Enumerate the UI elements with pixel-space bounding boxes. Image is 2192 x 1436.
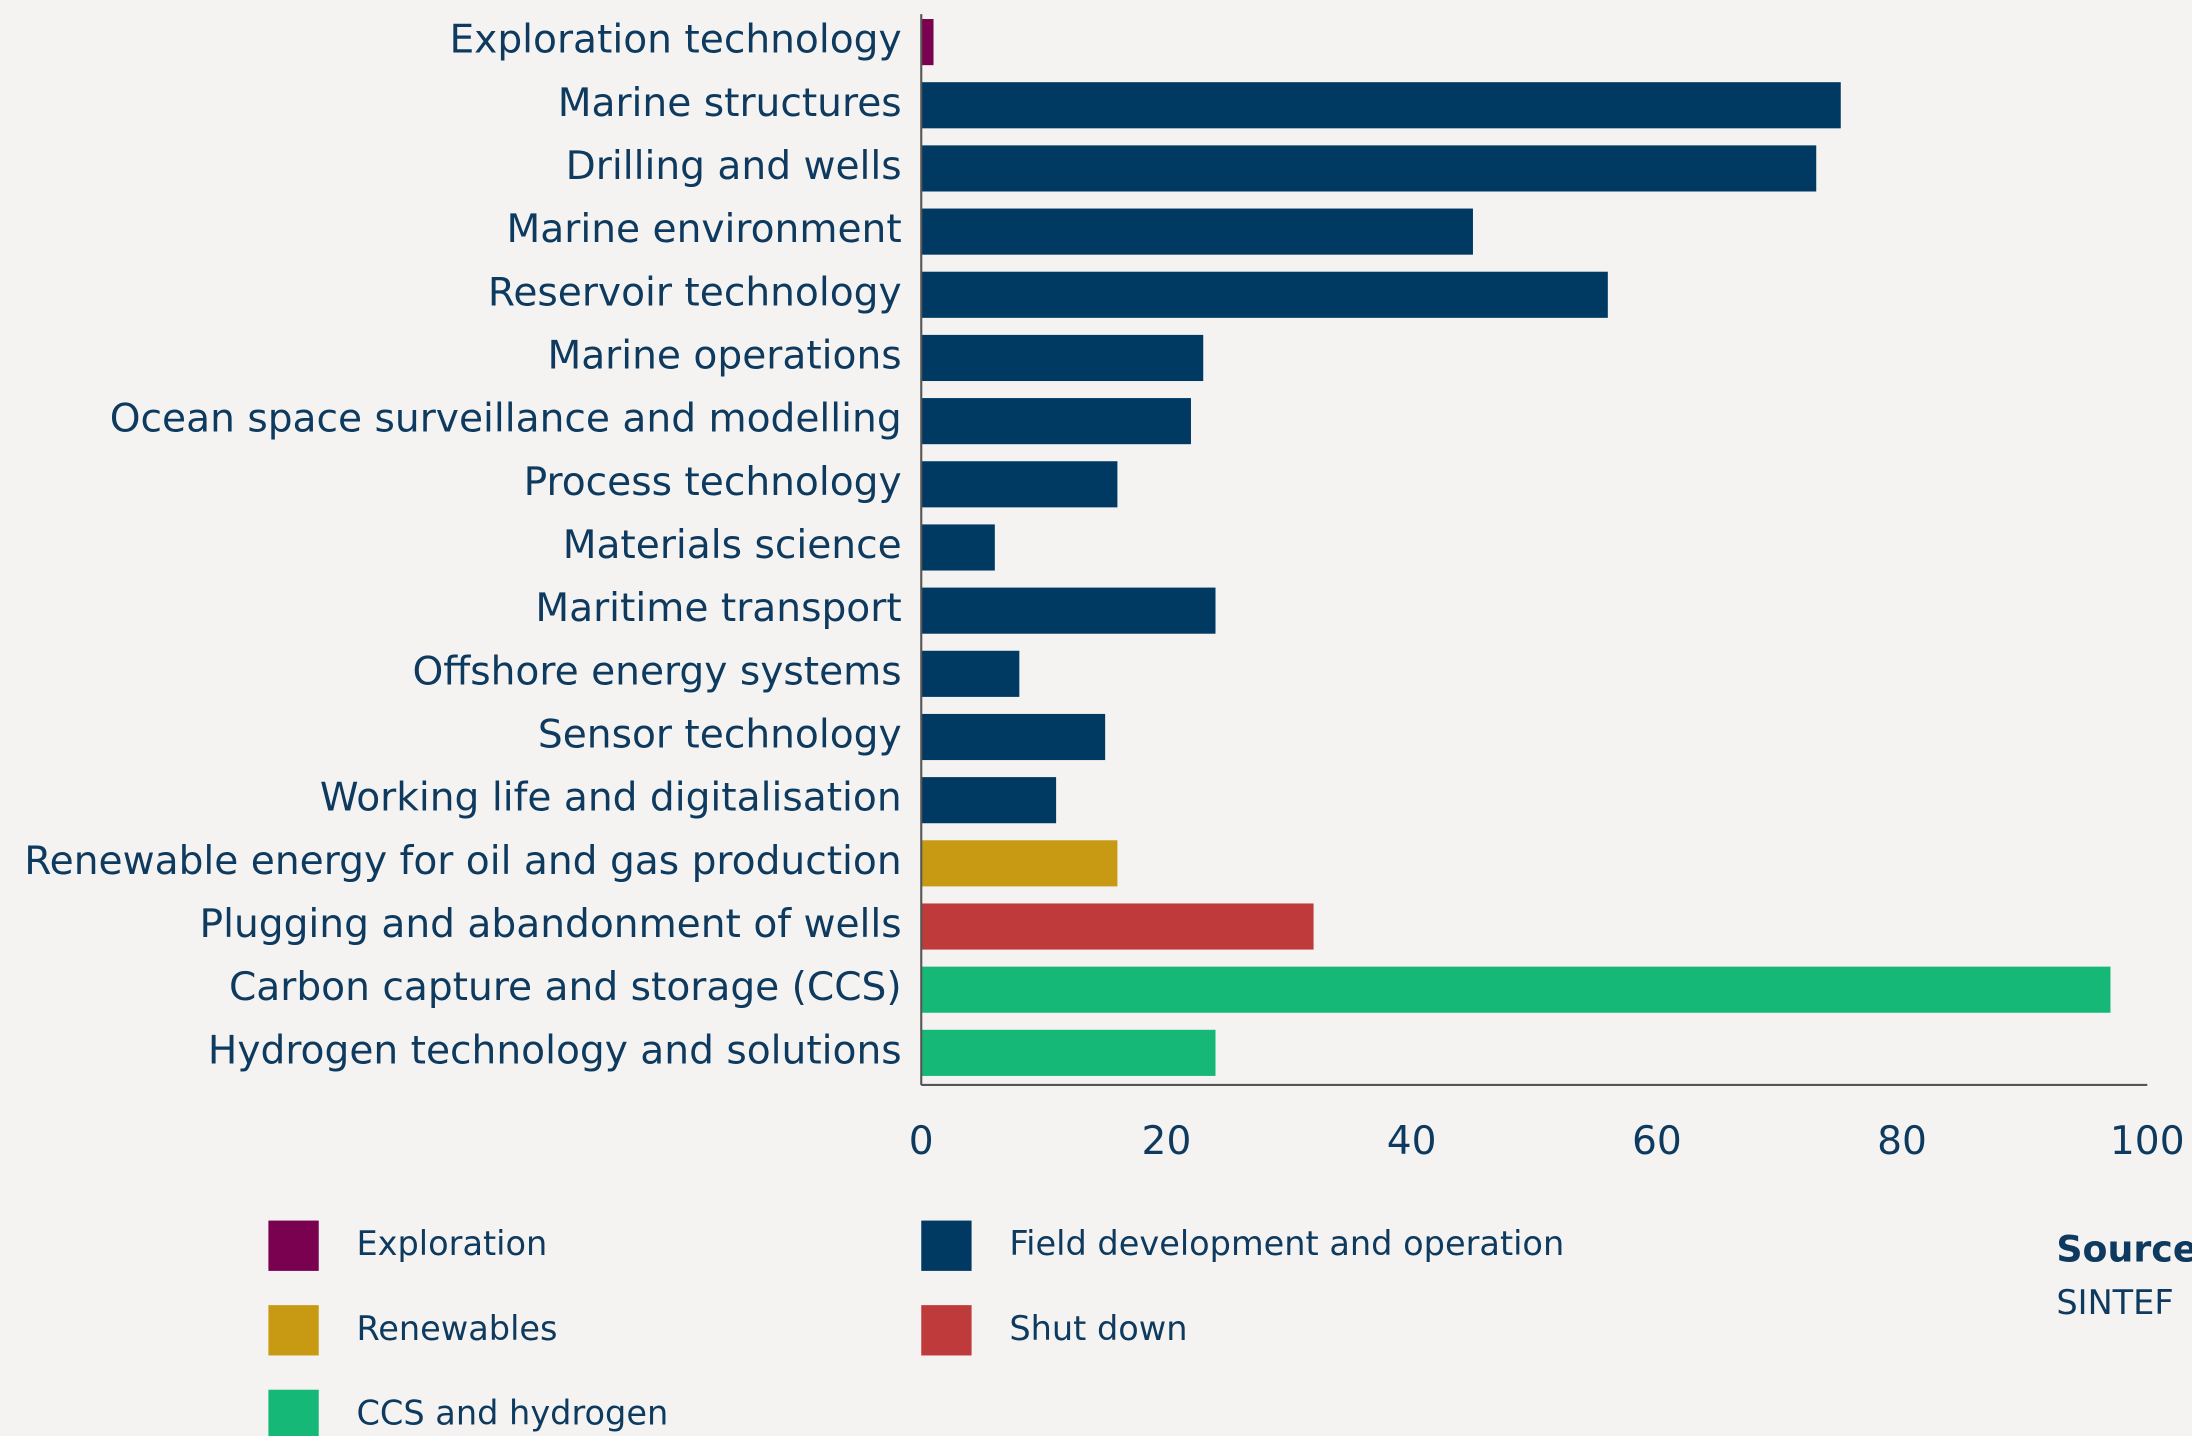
legend-label: Field development and operation	[1009, 1224, 1564, 1263]
legend-label: CCS and hydrogen	[356, 1393, 668, 1432]
x-tick-label: 80	[1877, 1119, 1927, 1164]
legend-swatch	[921, 1220, 972, 1271]
y-tick-label: Sensor technology	[538, 712, 902, 757]
x-tick-label: 60	[1632, 1119, 1682, 1164]
bar	[921, 1029, 1216, 1076]
legend-swatch	[268, 1389, 319, 1436]
legend-swatch	[268, 1220, 319, 1271]
y-tick-label: Process technology	[524, 460, 902, 505]
bar	[921, 271, 1608, 318]
bar	[921, 19, 934, 66]
x-tick-label: 40	[1387, 1119, 1437, 1164]
bar	[921, 82, 1841, 129]
bar	[921, 145, 1817, 192]
y-tick-label: Reservoir technology	[488, 270, 902, 315]
bar	[921, 524, 995, 571]
y-tick-label: Marine operations	[547, 333, 901, 378]
y-tick-label: Exploration technology	[449, 18, 901, 63]
y-tick-label: Drilling and wells	[566, 144, 902, 189]
bar	[921, 840, 1118, 887]
source-title: Source	[2056, 1227, 2192, 1270]
y-tick-label: Marine structures	[558, 81, 902, 126]
bar	[921, 334, 1204, 382]
bar	[921, 713, 1106, 761]
bar	[921, 461, 1118, 508]
legend-label: Exploration	[356, 1224, 547, 1263]
x-tick-label: 20	[1142, 1119, 1192, 1164]
bar	[921, 208, 1473, 255]
bar	[921, 903, 1314, 950]
bar	[921, 777, 1057, 824]
y-tick-label: Carbon capture and storage (CCS)	[229, 965, 902, 1010]
bar	[921, 398, 1191, 445]
y-tick-label: Maritime transport	[535, 586, 901, 631]
y-tick-label: Plugging and abandonment of wells	[200, 902, 902, 947]
y-tick-label: Marine environment	[507, 207, 902, 252]
bar	[921, 966, 2111, 1013]
y-tick-label: Renewable energy for oil and gas product…	[24, 839, 901, 884]
legend-swatch	[268, 1305, 319, 1356]
y-tick-label: Materials science	[563, 523, 902, 568]
bar	[921, 650, 1020, 697]
source: SINTEF	[2056, 1283, 2173, 1322]
legend-swatch	[921, 1305, 972, 1356]
bar	[921, 587, 1216, 634]
x-tick-label: 0	[909, 1119, 934, 1164]
x-tick-label: 100	[2110, 1119, 2185, 1164]
y-tick-label: Working life and digitalisation	[320, 776, 902, 821]
legend-label: Renewables	[356, 1309, 557, 1348]
legend-label: Shut down	[1009, 1309, 1187, 1348]
y-tick-label: Offshore energy systems	[412, 649, 901, 694]
y-tick-label: Ocean space surveillance and modelling	[110, 397, 902, 442]
y-tick-label: Hydrogen technology and solutions	[208, 1028, 902, 1073]
